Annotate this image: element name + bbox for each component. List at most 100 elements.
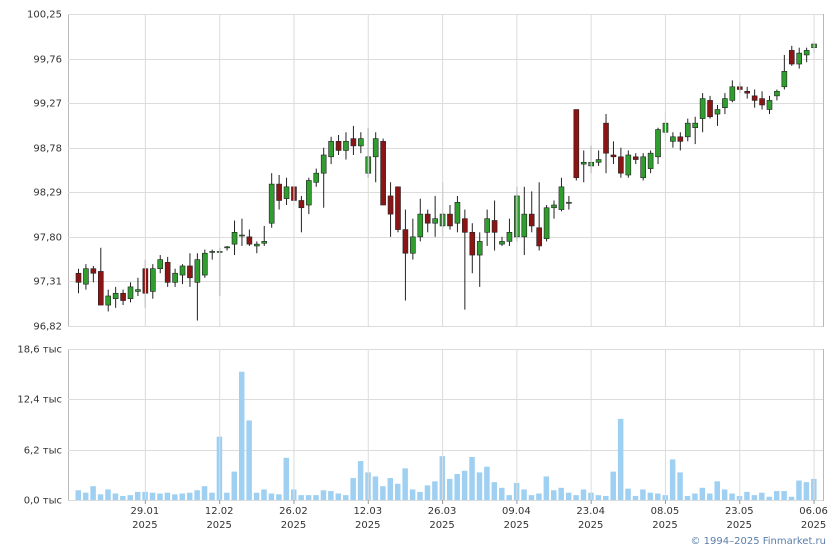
volume-bar (751, 495, 758, 500)
volume-bar (580, 489, 587, 500)
x-tick-year: 2025 (801, 520, 826, 531)
volume-bar (164, 492, 171, 500)
volume-bar (105, 489, 111, 500)
candle-body (179, 265, 186, 276)
volume-bar (558, 487, 564, 500)
volume-bar (134, 491, 141, 500)
candle-body (254, 243, 260, 247)
volume-bar (298, 495, 304, 500)
candle-body (120, 292, 126, 301)
volume-bar (172, 494, 178, 500)
volume-bar (209, 492, 215, 500)
candle-body (774, 91, 780, 97)
candle-body (112, 292, 119, 300)
candle-body (90, 268, 97, 274)
candle-body (432, 218, 438, 224)
candle-body (462, 218, 468, 233)
candle-body (395, 186, 401, 230)
volume-bar (773, 491, 780, 500)
candle-body (105, 295, 112, 306)
volume-bar (120, 495, 126, 500)
volume-bar (224, 492, 230, 500)
candle-body (417, 213, 424, 238)
volume-bar (454, 474, 460, 500)
volume-bar (484, 466, 490, 500)
candle-body (358, 138, 364, 147)
candle-body (766, 100, 773, 110)
volume-bar (75, 490, 81, 500)
candle-body (202, 252, 208, 276)
y-tick-label: 98,29 (33, 188, 62, 199)
volume-bar (603, 495, 609, 500)
candle-body (751, 95, 758, 101)
candle-body (83, 268, 89, 285)
volume-bar (261, 489, 267, 500)
volume-bar (179, 493, 186, 500)
candle-body (625, 154, 632, 176)
candle-body (595, 159, 602, 163)
candle-body (618, 156, 624, 174)
volume-bar (521, 489, 527, 500)
candle-body (580, 161, 587, 165)
candle-body (261, 241, 268, 244)
volume-bar (394, 483, 401, 500)
candle-body (283, 186, 290, 199)
candle-body (469, 232, 476, 256)
volume-bar (565, 492, 572, 500)
candle-body (135, 289, 141, 292)
volume-bar (320, 490, 327, 500)
candle-body (424, 213, 431, 224)
volume-bar (744, 491, 750, 500)
volume-bar (283, 457, 290, 500)
volume-bar (632, 495, 639, 500)
candle-body (632, 156, 639, 160)
volume-bar (186, 492, 193, 500)
volume-bar (499, 487, 505, 500)
volume-bar (610, 471, 616, 500)
volume-bar (447, 478, 453, 500)
candle-body (759, 98, 765, 106)
volume-bar (528, 495, 535, 500)
y-tick-label: 97,80 (33, 233, 62, 244)
candle-body (491, 220, 498, 233)
volume-bar (350, 478, 356, 500)
candle-body (246, 236, 253, 245)
candle-body (298, 200, 305, 209)
x-tick-year: 2025 (727, 520, 752, 531)
candle-body (729, 86, 736, 101)
volume-bar (469, 456, 475, 500)
volume-bar (669, 459, 676, 500)
y-tick-label: 98,78 (33, 144, 62, 155)
x-tick-year: 2025 (355, 520, 380, 531)
volume-bar (714, 481, 720, 500)
candle-body (268, 183, 275, 224)
candle-body (231, 232, 238, 245)
volume-bar (729, 493, 735, 500)
volume-bar (699, 487, 706, 500)
candle-body (476, 241, 483, 256)
volume-bar (536, 493, 542, 500)
volume-bar (305, 495, 312, 500)
candle-body (372, 138, 379, 158)
candle-body (75, 272, 82, 283)
candle-body (506, 232, 513, 242)
candle-body (566, 201, 572, 204)
candle-body (380, 141, 386, 206)
candle-body (343, 141, 349, 151)
candle-body (157, 259, 164, 269)
x-tick-year: 2025 (206, 520, 231, 531)
candle-body (276, 183, 282, 201)
y-tick-label: 6,2 тыс (24, 446, 62, 457)
candle-body (796, 52, 803, 65)
candle-body (172, 272, 178, 283)
candle-body (647, 152, 654, 169)
y-tick-label: 12,4 тыс (17, 395, 62, 406)
x-tick-year: 2025 (578, 520, 603, 531)
x-tick-label: 26.03 (428, 506, 457, 517)
y-tick-label: 99,27 (33, 99, 62, 110)
volume-bar (796, 480, 802, 500)
volume-bar (82, 492, 89, 500)
volume-bar (677, 472, 683, 500)
volume-bar (766, 496, 772, 500)
volume-bar (149, 492, 156, 500)
